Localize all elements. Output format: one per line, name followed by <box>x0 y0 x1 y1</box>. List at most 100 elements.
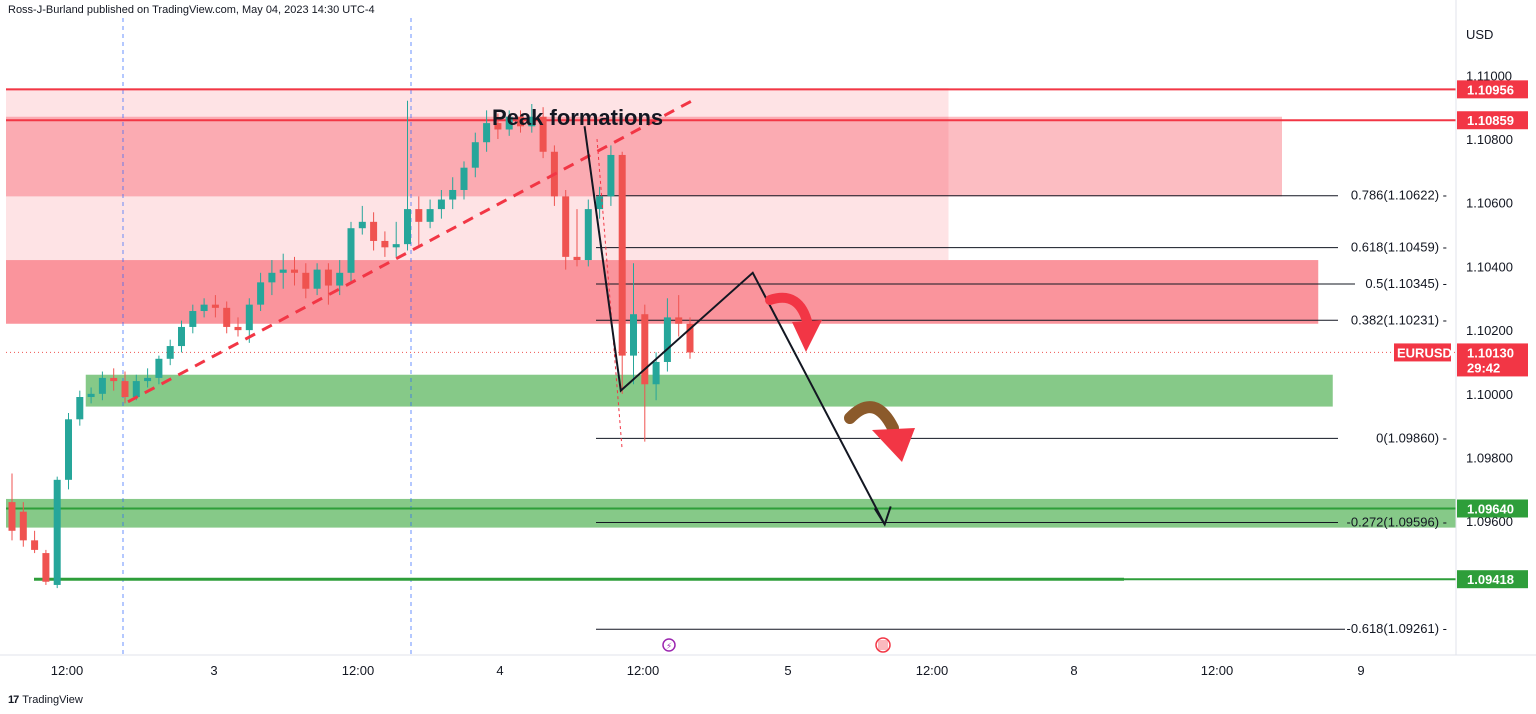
candle <box>200 304 208 312</box>
candle <box>641 314 649 385</box>
time-tick-label: 8 <box>1070 663 1077 678</box>
candle <box>166 346 174 359</box>
countdown-label: 29:42 <box>1467 360 1500 375</box>
supply-zone <box>6 116 1282 197</box>
price-tag-label: 1.10859 <box>1467 113 1514 128</box>
price-tag <box>1457 499 1528 518</box>
fib-level-label: 0.618(1.10459) - <box>1351 240 1447 255</box>
price-tick-label: 1.10800 <box>1466 132 1513 147</box>
candle <box>675 317 683 324</box>
candle <box>268 272 276 283</box>
candle <box>324 269 332 286</box>
time-tick-label: 12:00 <box>916 663 949 678</box>
price-tick-label: 1.10600 <box>1466 196 1513 211</box>
tradingview-logo[interactable]: 17 TradingView <box>8 694 83 706</box>
last-price-label: 1.10130 <box>1467 345 1514 360</box>
candle <box>630 314 637 356</box>
price-tag <box>1457 570 1528 589</box>
candle <box>178 326 185 347</box>
candle <box>110 377 118 382</box>
fib-level-label: 0(1.09860) - <box>1376 430 1447 445</box>
candle <box>132 381 140 398</box>
candle <box>144 377 152 382</box>
drawings-layer: Peak formations ⚡ <box>127 97 915 653</box>
fib-level-label: 0.786(1.10622) - <box>1351 188 1447 203</box>
horizontal-levels <box>6 88 1456 581</box>
candle <box>596 196 604 210</box>
candle <box>517 116 524 127</box>
candle <box>223 307 231 327</box>
candle <box>19 511 27 541</box>
fib-level-label: 0.382(1.10231) - <box>1351 312 1447 327</box>
price-tick-label: 1.10200 <box>1466 323 1513 338</box>
peak-formations-label: Peak formations <box>492 105 663 130</box>
candle <box>426 209 434 222</box>
drop-line <box>596 138 623 449</box>
candle <box>302 272 310 289</box>
candle <box>471 142 479 168</box>
time-tick-label: 5 <box>784 663 791 678</box>
candle <box>65 419 72 480</box>
candle <box>279 269 287 273</box>
axes-layer: USD 1.11000 1.10800 1.10600 1.10400 1.10200 1.… <box>0 0 1536 678</box>
candle <box>618 154 626 356</box>
candle <box>415 209 423 222</box>
candle <box>87 393 95 398</box>
tradingview-logo-icon: 17 <box>8 694 19 706</box>
candle <box>8 502 16 531</box>
candle <box>291 269 298 273</box>
last-price-tag <box>1457 343 1528 377</box>
candle <box>437 199 445 210</box>
candle <box>121 381 129 398</box>
candle <box>573 256 581 261</box>
curved-arrow-red-head <box>792 320 822 352</box>
us-flag-icon-stripes <box>878 640 888 650</box>
symbol-label: EURUSD <box>1397 345 1452 360</box>
candle <box>460 167 468 190</box>
candle <box>494 123 502 130</box>
session-separators <box>122 18 412 655</box>
time-tick-label: 3 <box>210 663 217 678</box>
candle <box>98 377 106 394</box>
price-tag <box>1457 80 1528 99</box>
candle <box>189 311 197 327</box>
price-tag-label: 1.09418 <box>1467 572 1514 587</box>
price-tag <box>1457 111 1528 130</box>
time-tick-label: 12:00 <box>627 663 660 678</box>
candle <box>336 272 344 286</box>
candle <box>53 479 61 585</box>
candle <box>528 116 536 127</box>
fibonacci-retracement: 0.786(1.10622) - 0.618(1.10459) - 0.5(1.10… <box>596 188 1447 636</box>
time-tick-label: 9 <box>1357 663 1364 678</box>
curved-arrow-brown <box>844 401 899 434</box>
candle <box>607 154 615 197</box>
candle <box>76 397 84 420</box>
fib-level-label: -0.272(1.09596) - <box>1347 515 1447 530</box>
zones-layer <box>6 88 1456 528</box>
time-tick-label: 12:00 <box>51 663 84 678</box>
candle <box>562 196 570 257</box>
projection-arrowhead <box>873 506 892 527</box>
candle <box>404 209 411 245</box>
price-tick-label: 1.09600 <box>1466 514 1513 529</box>
candle <box>381 240 389 248</box>
us-flag-icon <box>875 637 891 653</box>
fib-level-label: 0.5(1.10345) - <box>1365 276 1447 291</box>
candle <box>155 358 163 378</box>
candle <box>483 123 491 143</box>
candle <box>539 116 547 152</box>
candle <box>663 317 671 362</box>
time-tick-label: 4 <box>496 663 503 678</box>
candle <box>313 269 321 289</box>
candles-layer <box>8 100 694 589</box>
candle <box>686 323 694 353</box>
candle <box>392 244 400 248</box>
price-tick-label: 1.11000 <box>1466 68 1512 83</box>
currency-label: USD <box>1466 27 1493 42</box>
supply-zone <box>6 260 1319 324</box>
candle <box>358 221 366 229</box>
candle <box>42 553 50 582</box>
candle <box>234 326 242 331</box>
price-tick-label: 1.10400 <box>1466 259 1513 274</box>
